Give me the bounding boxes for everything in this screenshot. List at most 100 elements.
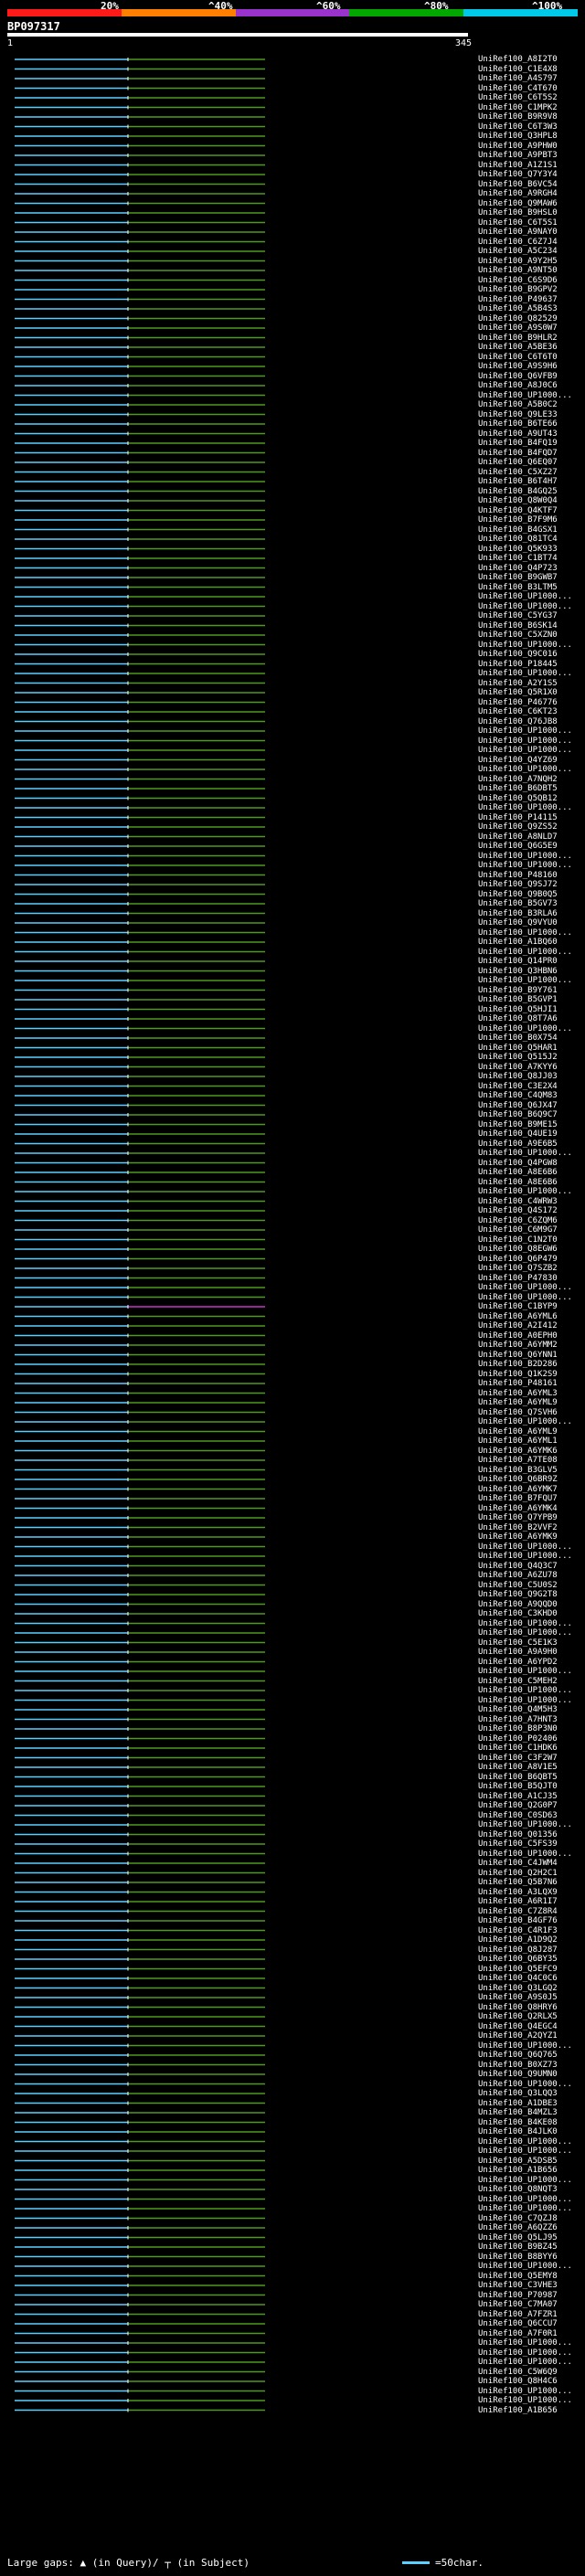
hit-label[interactable]: UniRef100_Q4UE19	[478, 1129, 558, 1139]
hit-label[interactable]: UniRef100_C3E2X4	[478, 1081, 558, 1091]
hit-row[interactable]	[15, 173, 265, 176]
hit-label[interactable]: UniRef100_UP1000...	[478, 592, 572, 601]
hit-row[interactable]	[15, 1631, 265, 1635]
hit-row[interactable]	[15, 1544, 265, 1549]
hit-label[interactable]: UniRef100_C7MA07	[478, 2300, 558, 2309]
hit-row[interactable]	[15, 2235, 265, 2240]
hit-label[interactable]: UniRef100_C5U0S2	[478, 1580, 558, 1590]
hit-row[interactable]	[15, 307, 265, 311]
hit-row[interactable]	[15, 1928, 265, 1933]
hit-label[interactable]: UniRef100_UP1000...	[478, 1187, 572, 1196]
hit-row[interactable]	[15, 480, 265, 483]
hit-label[interactable]: UniRef100_B9GWB7	[478, 573, 558, 582]
hit-row[interactable]	[15, 566, 265, 570]
hit-row[interactable]	[15, 2139, 265, 2144]
hit-label[interactable]: UniRef100_C5FS39	[478, 1839, 558, 1849]
hit-label[interactable]: UniRef100_Q2H2C1	[478, 1868, 558, 1878]
hit-label[interactable]: UniRef100_Q6VFB9	[478, 371, 558, 381]
hit-row[interactable]	[15, 1516, 265, 1520]
hit-label[interactable]: UniRef100_B6Q9C7	[478, 1110, 558, 1119]
hit-label[interactable]: UniRef100_Q9MAW6	[478, 198, 558, 208]
hit-row[interactable]	[15, 1094, 265, 1097]
hit-label[interactable]: UniRef100_A9NAY0	[478, 228, 558, 237]
hit-label[interactable]: UniRef100_P02406	[478, 1733, 558, 1744]
hit-label[interactable]: UniRef100_Q6JX47	[478, 1100, 558, 1110]
hit-label[interactable]: UniRef100_A9NT50	[478, 266, 558, 275]
hit-label[interactable]: UniRef100_Q81TC4	[478, 535, 558, 544]
hit-row[interactable]	[15, 1362, 265, 1366]
hit-row[interactable]	[15, 1324, 265, 1328]
hit-row[interactable]	[15, 77, 265, 80]
hit-label[interactable]: UniRef100_Q5HJI1	[478, 1004, 558, 1014]
hit-label[interactable]: UniRef100_A9RGH4	[478, 189, 558, 198]
hit-label[interactable]: UniRef100_B5GV73	[478, 899, 558, 908]
hit-label[interactable]: UniRef100_Q01356	[478, 1829, 558, 1839]
hit-row[interactable]	[15, 1765, 265, 1769]
hit-label[interactable]: UniRef100_Q8HRY6	[478, 2002, 558, 2012]
hit-row[interactable]	[15, 527, 265, 532]
hit-label[interactable]: UniRef100_UP1000...	[478, 2348, 572, 2358]
hit-row[interactable]	[15, 297, 265, 302]
hit-row[interactable]	[15, 508, 265, 513]
hit-row[interactable]	[15, 940, 265, 944]
hit-row[interactable]	[15, 384, 265, 387]
hit-row[interactable]	[15, 470, 265, 474]
hit-label[interactable]: UniRef100_Q7YPB9	[478, 1513, 558, 1522]
hit-label[interactable]: UniRef100_B6T4H7	[478, 477, 558, 486]
hit-row[interactable]	[15, 546, 265, 551]
hit-label[interactable]: UniRef100_B9R9V8	[478, 112, 558, 122]
hit-row[interactable]	[15, 949, 265, 954]
hit-label[interactable]: UniRef100_B4MZL3	[478, 2108, 558, 2117]
hit-label[interactable]: UniRef100_C5YG37	[478, 611, 558, 620]
hit-row[interactable]	[15, 1141, 265, 1146]
hit-label[interactable]: UniRef100_B6VC54	[478, 179, 558, 189]
hit-label[interactable]: UniRef100_A1B656	[478, 2166, 558, 2175]
hit-label[interactable]: UniRef100_C6M9G7	[478, 1225, 558, 1235]
hit-row[interactable]	[15, 2043, 265, 2048]
hit-label[interactable]: UniRef100_Q7SVH6	[478, 1407, 558, 1417]
hit-row[interactable]	[15, 269, 265, 272]
hit-label[interactable]: UniRef100_Q4P723	[478, 563, 558, 573]
hit-row[interactable]	[15, 2149, 265, 2153]
hit-label[interactable]: UniRef100_B4FQ19	[478, 439, 558, 448]
hit-row[interactable]	[15, 1075, 265, 1078]
hit-row[interactable]	[15, 672, 265, 675]
hit-label[interactable]: UniRef100_UP1000...	[478, 746, 572, 755]
hit-label[interactable]: UniRef100_A9S9H6	[478, 362, 558, 371]
hit-label[interactable]: UniRef100_UP1000...	[478, 1667, 572, 1676]
hit-row[interactable]	[15, 738, 265, 743]
hit-row[interactable]	[15, 1554, 265, 1558]
hit-row[interactable]	[15, 1842, 265, 1846]
hit-row[interactable]	[15, 2034, 265, 2038]
hit-label[interactable]: UniRef100_A9QQD0	[478, 1599, 558, 1609]
hit-label[interactable]: UniRef100_B6SK14	[478, 620, 558, 631]
hit-row[interactable]	[15, 2168, 265, 2172]
hit-row[interactable]	[15, 518, 265, 522]
hit-row[interactable]	[15, 2226, 265, 2230]
hit-row[interactable]	[15, 921, 265, 925]
hit-row[interactable]	[15, 1957, 265, 1961]
hit-label[interactable]: UniRef100_A0EPH0	[478, 1330, 558, 1341]
hit-row[interactable]	[15, 1593, 265, 1596]
hit-row[interactable]	[15, 2072, 265, 2076]
hit-label[interactable]: UniRef100_Q5HAR1	[478, 1043, 558, 1053]
hit-row[interactable]	[15, 1535, 265, 1539]
hit-label[interactable]: UniRef100_A2QYZ1	[478, 2031, 558, 2041]
hit-row[interactable]	[15, 1871, 265, 1875]
hit-label[interactable]: UniRef100_B3RLA6	[478, 908, 558, 918]
hit-row[interactable]	[15, 1171, 265, 1174]
hit-label[interactable]: UniRef100_A1D9Q2	[478, 1935, 558, 1945]
hit-label[interactable]: UniRef100_B9GPV2	[478, 285, 558, 294]
hit-row[interactable]	[15, 557, 265, 560]
hit-label[interactable]: UniRef100_A8E6B6	[478, 1177, 558, 1187]
hit-row[interactable]	[15, 1352, 265, 1357]
hit-row[interactable]	[15, 489, 265, 493]
hit-label[interactable]: UniRef100_UP1000...	[478, 851, 572, 861]
hit-label[interactable]: UniRef100_A9E6B5	[478, 1139, 558, 1149]
hit-row[interactable]	[15, 998, 265, 1002]
hit-row[interactable]	[15, 844, 265, 848]
hit-row[interactable]	[15, 1881, 265, 1884]
hit-label[interactable]: UniRef100_Q9VYU0	[478, 918, 558, 928]
hit-row[interactable]	[15, 345, 265, 349]
hit-label[interactable]: UniRef100_A5B4S3	[478, 304, 558, 313]
